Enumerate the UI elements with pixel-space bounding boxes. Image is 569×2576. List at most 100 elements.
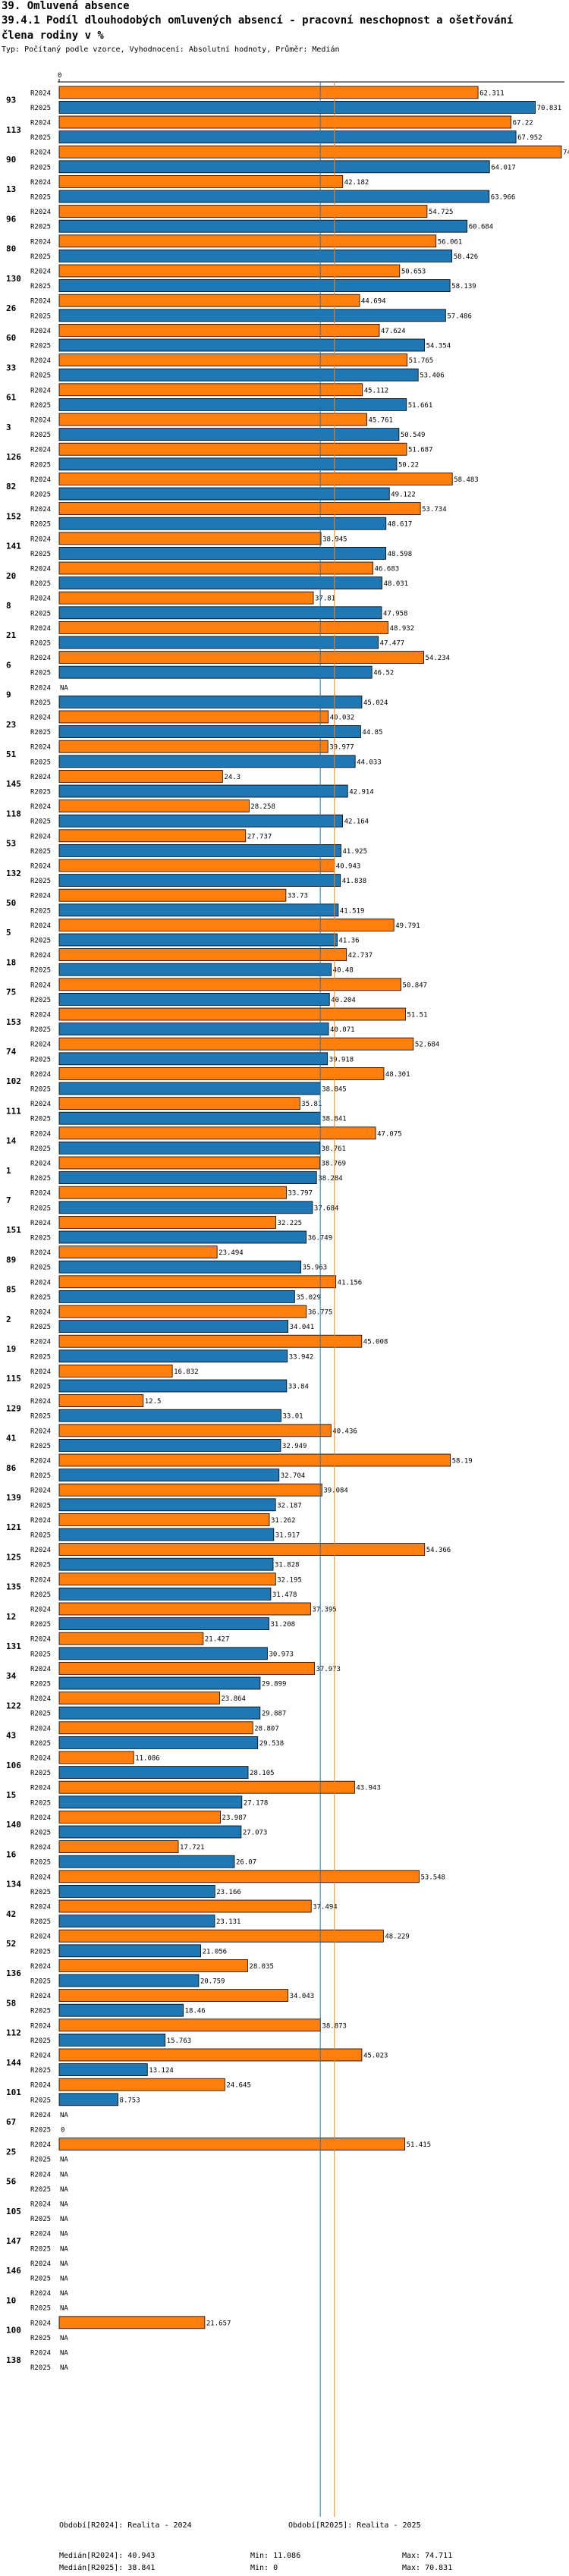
series-label: R2024: [30, 2053, 51, 2060]
bar-r2024: [58, 1334, 363, 1348]
bar-value-label: 35.81: [301, 1101, 322, 1108]
bar-r2024: [58, 86, 479, 99]
na-label: NA: [60, 2335, 68, 2342]
group-label: 52: [6, 1939, 16, 1949]
series-label: R2024: [30, 803, 51, 811]
bar-r2025: [58, 814, 344, 828]
series-label: R2025: [30, 432, 51, 439]
bar-r2025: [58, 279, 451, 293]
group-label: 25: [6, 2147, 16, 2157]
median-2024-label: Medián[R2024]: 40.943: [59, 2552, 156, 2560]
bar-value-label: 23.494: [218, 1249, 244, 1257]
series-label: R2024: [30, 1636, 51, 1644]
bar-r2025: [58, 1111, 321, 1125]
bar-r2024: [58, 1870, 420, 1883]
bar-value-label: 31.917: [275, 1532, 300, 1540]
bar-r2025: [58, 1082, 321, 1095]
bar-value-label: 42.164: [344, 818, 369, 826]
group-label: 147: [6, 2236, 21, 2246]
bar-value-label: 23.166: [216, 1889, 241, 1896]
group-label: 134: [6, 1880, 21, 1890]
bar-value-label: 32.225: [278, 1220, 303, 1227]
bar-value-label: 42.914: [349, 789, 374, 796]
series-label: R2025: [30, 1086, 51, 1094]
series-label: R2024: [30, 2171, 51, 2179]
group-label: 89: [6, 1255, 16, 1264]
group-label: 74: [6, 1047, 17, 1057]
bar-r2025: [58, 100, 536, 114]
bar-value-label: 40.436: [332, 1428, 357, 1435]
series-label: R2024: [30, 1934, 51, 1941]
series-label: R2024: [30, 1458, 51, 1465]
bar-value-label: 8.753: [120, 2097, 140, 2104]
series-label: R2024: [30, 655, 51, 662]
series-label: R2025: [30, 1621, 51, 1629]
group-label: 14: [6, 1136, 17, 1146]
bar-r2025: [58, 428, 400, 441]
bar-r2024: [58, 1661, 315, 1675]
group-label: 1: [6, 1166, 11, 1176]
series-label: R2024: [30, 2082, 51, 2090]
series-label: R2024: [30, 1695, 51, 1703]
bar-r2024: [58, 948, 347, 961]
bar-value-label: 45.023: [363, 2053, 388, 2060]
series-label: R2025: [30, 461, 51, 469]
bar-r2025: [58, 1587, 272, 1601]
series-label: R2024: [30, 774, 51, 781]
bar-value-label: 37.395: [312, 1607, 337, 1614]
median-2025-label: Medián[R2025]: 38.841: [59, 2564, 156, 2572]
series-label: R2025: [30, 997, 51, 1004]
group-label: 126: [6, 452, 21, 462]
bar-r2025: [58, 398, 407, 411]
bar-value-label: 64.017: [491, 164, 516, 171]
group-label: 125: [6, 1552, 21, 1562]
bar-value-label: 11.086: [135, 1755, 160, 1763]
series-label: R2024: [30, 357, 51, 365]
series-label: R2024: [30, 149, 51, 157]
series-label: R2025: [30, 2037, 51, 2045]
series-label: R2025: [30, 164, 51, 171]
series-label: R2025: [30, 1978, 51, 1986]
bar-value-label: 40.48: [333, 967, 354, 975]
bar-r2025: [58, 338, 426, 352]
bar-value-label: 39.918: [329, 1056, 354, 1063]
series-label: R2024: [30, 1220, 51, 1227]
group-label: 90: [6, 155, 16, 165]
bar-r2024: [58, 2048, 363, 2062]
bar-value-label: 48.617: [388, 521, 413, 529]
bar-r2025: [58, 1201, 313, 1214]
min-2024-label: Min: 11.086: [250, 2552, 301, 2560]
bar-value-label: 29.887: [262, 1711, 287, 1718]
bar-value-label: 27.178: [244, 1799, 269, 1807]
na-label: NA: [60, 2216, 68, 2223]
bar-r2025: [58, 725, 361, 738]
group-label: 138: [6, 2355, 21, 2365]
bar-value-label: 29.538: [259, 1740, 284, 1748]
bar-value-label: 23.131: [216, 1918, 241, 1926]
group-label: 51: [6, 749, 17, 759]
bar-value-label: 46.52: [373, 670, 394, 677]
na-label: NA: [60, 2364, 68, 2372]
bar-r2024: [58, 591, 314, 605]
na-label: NA: [60, 2305, 68, 2313]
series-label: R2024: [30, 744, 51, 752]
bar-r2024: [58, 294, 360, 307]
series-label: R2025: [30, 818, 51, 826]
na-label: NA: [60, 2186, 68, 2194]
group-label: 151: [6, 1225, 21, 1235]
bar-r2025: [58, 1944, 201, 1958]
bar-r2024: [58, 710, 329, 724]
na-label: NA: [60, 2157, 68, 2164]
series-label: R2024: [30, 1161, 51, 1168]
group-label: 82: [6, 482, 16, 492]
series-label: R2024: [30, 893, 51, 900]
group-label: 121: [6, 1522, 21, 1532]
series-label: R2024: [30, 328, 51, 335]
bar-r2024: [58, 888, 287, 902]
bar-r2024: [58, 1305, 307, 1318]
bar-value-label: 23.864: [221, 1695, 246, 1703]
group-label: 67: [6, 2117, 16, 2127]
bar-value-label: 48.598: [388, 551, 413, 558]
series-label: R2025: [30, 1353, 51, 1361]
